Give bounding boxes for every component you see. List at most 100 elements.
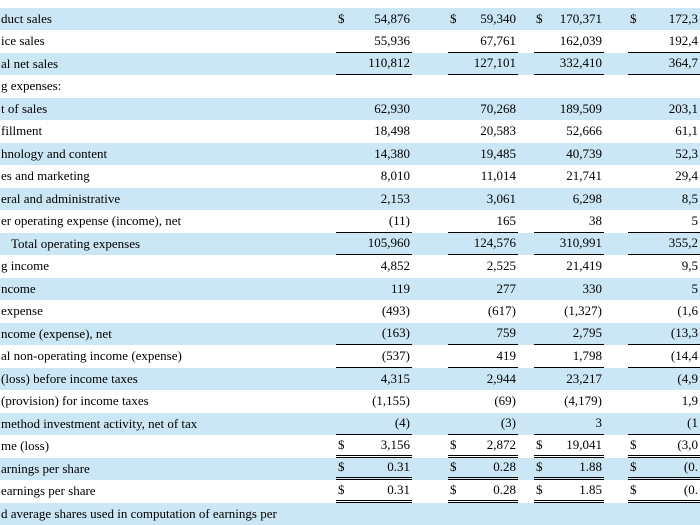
amount-cell: 105,960 — [354, 233, 412, 255]
dollar-sign — [534, 255, 552, 278]
dollar-sign — [628, 98, 646, 121]
amount-cell: (1,327) — [564, 303, 602, 319]
amount-cell: (11) — [354, 210, 412, 233]
column-gap — [518, 278, 534, 301]
column-gap — [412, 300, 448, 323]
column-gap — [518, 8, 534, 31]
dollar-sign — [336, 390, 354, 413]
dollar-sign — [336, 323, 354, 345]
amount-cell: 6,298 — [572, 190, 602, 206]
column-gap — [518, 458, 534, 481]
table-row: t of sales 62,930 70,268 189,509 203,1 — [0, 97, 700, 121]
table-row: (loss) before income taxes 4,315 2,944 23,2… — [0, 367, 700, 391]
amount-cell: 355,2 — [646, 233, 700, 255]
amount-cell: 172,3 — [668, 10, 698, 26]
dollar-sign — [534, 165, 552, 188]
amount-cell: (1,6 — [677, 303, 698, 319]
dollar-sign — [534, 503, 552, 525]
amount-cell: 2,525 — [486, 258, 516, 274]
column-gap — [518, 143, 534, 166]
dollar-sign — [628, 413, 646, 435]
column-gap — [412, 233, 448, 256]
row-label: duct sales — [1, 10, 52, 26]
column-gap — [518, 413, 534, 436]
dollar-sign — [534, 120, 552, 143]
dollar-sign: $ — [534, 480, 552, 503]
dollar-sign — [336, 278, 354, 301]
amount-cell: 165 — [466, 210, 518, 233]
amount-cell: (1,155) — [372, 393, 410, 409]
amount-cell: 5 — [691, 280, 699, 296]
row-label: eral and administrative — [1, 190, 121, 206]
dollar-sign — [336, 165, 354, 188]
dollar-sign — [628, 390, 646, 413]
dollar-sign — [448, 255, 466, 278]
dollar-sign — [628, 165, 646, 188]
row-label: (loss) before income taxes — [1, 370, 138, 386]
column-gap — [604, 8, 628, 31]
amount-cell: 8,5 — [681, 190, 698, 206]
row-label: hnology and content — [1, 145, 108, 161]
dollar-sign — [534, 300, 552, 323]
row-label: al non-operating income (expense) — [1, 348, 182, 364]
dollar-sign: $ — [534, 458, 552, 480]
dollar-sign: $ — [336, 435, 354, 458]
dollar-sign — [534, 233, 552, 255]
dollar-sign — [628, 188, 646, 211]
column-gap — [412, 143, 448, 166]
row-label: (provision) for income taxes — [1, 393, 149, 409]
dollar-sign — [336, 255, 354, 278]
row-label: ncome — [1, 280, 36, 296]
amount-cell: 52,3 — [675, 145, 698, 161]
amount-cell: 124,576 — [466, 233, 518, 255]
row-label: ice sales — [1, 33, 45, 49]
amount-cell: 4,852 — [380, 258, 410, 274]
amount-cell: 61,1 — [675, 123, 698, 139]
column-gap — [604, 300, 628, 323]
amount-cell: 54,876 — [374, 10, 410, 26]
dollar-sign — [628, 143, 646, 166]
amount-cell: 364,7 — [646, 53, 700, 75]
dollar-sign — [336, 413, 354, 435]
dollar-sign — [534, 390, 552, 413]
amount-cell: (3) — [466, 413, 518, 435]
dollar-sign — [628, 278, 646, 301]
amount-cell — [466, 75, 518, 98]
dollar-sign — [448, 413, 466, 435]
amount-cell: 1,798 — [552, 345, 604, 368]
column-gap — [518, 53, 534, 76]
amount-cell: 21,419 — [566, 258, 602, 274]
column-gap — [604, 98, 628, 121]
column-gap — [604, 255, 628, 278]
table-row: earnings per share $0.31 $0.28 $1.85 $ (0. — [0, 480, 700, 503]
dollar-sign — [448, 165, 466, 188]
column-gap — [604, 458, 628, 481]
column-gap — [604, 278, 628, 301]
dollar-sign: $ — [450, 10, 457, 26]
column-gap — [604, 233, 628, 256]
amount-cell: (493) — [381, 303, 410, 319]
amount-cell: 52,666 — [566, 123, 602, 139]
dollar-sign — [628, 345, 646, 368]
column-gap — [604, 368, 628, 391]
column-gap — [518, 435, 534, 458]
amount-cell: 2,795 — [552, 323, 604, 345]
column-gap — [412, 165, 448, 188]
column-gap — [518, 323, 534, 346]
dollar-sign — [336, 503, 354, 525]
amount-cell: 192,4 — [646, 30, 700, 53]
column-gap — [604, 503, 628, 525]
amount-cell: 5 — [646, 210, 700, 233]
column-gap — [412, 435, 448, 458]
column-gap — [518, 120, 534, 143]
dollar-sign — [448, 210, 466, 233]
amount-cell: 55,936 — [354, 30, 412, 53]
row-label: g expenses: — [1, 78, 62, 94]
amount-cell — [552, 75, 604, 98]
column-gap — [412, 53, 448, 76]
column-gap — [604, 165, 628, 188]
amount-cell: 127,101 — [466, 53, 518, 75]
dollar-sign: $ — [534, 435, 552, 458]
dollar-sign — [448, 120, 466, 143]
